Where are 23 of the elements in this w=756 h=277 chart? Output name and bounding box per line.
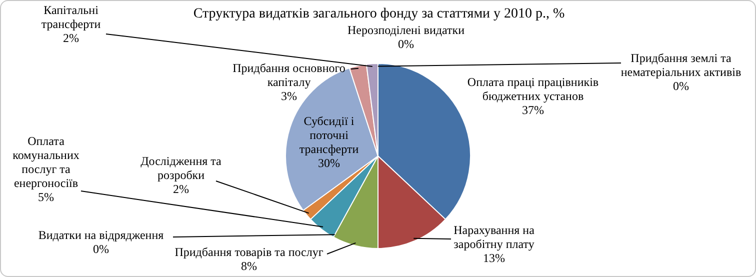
data-label: 2% [63,31,79,46]
category-label: Нерозподілені видатки [347,23,465,38]
slice-label: Нарахування на заробітну плату [454,223,536,252]
category-label: Придбання землі та нематеріальних активів [620,51,742,80]
slice-label: Оплата комунальних послуг та енергоносіїв [12,134,80,190]
slice-label: Придбання основного капіталу [232,61,346,90]
slice-label: Капітальні трансферти [41,3,102,32]
slice-label: Субсидії і поточні трансферти [299,114,360,156]
data-label: 13% [483,251,505,266]
data-label: 30% [318,156,340,170]
data-label: 8% [241,259,257,274]
category-label: Видатки на відрядження [38,228,164,242]
slice-label: Оплата праці працівників бюджетних установ [467,75,599,104]
slice-label: Придбання товарів та послуг [174,245,324,260]
chart-title: Структура видатків загального фонду за статтями у 2010 р., % [193,6,566,22]
slice-label: Дослідження та розробки [140,154,222,182]
data-label: 5% [38,190,54,204]
data-label: 3% [281,89,297,104]
data-label: 2% [173,182,189,196]
text: 0% [398,37,414,52]
data-label: 37% [522,103,544,118]
text: 0% [673,79,689,94]
text: 0% [93,242,109,256]
